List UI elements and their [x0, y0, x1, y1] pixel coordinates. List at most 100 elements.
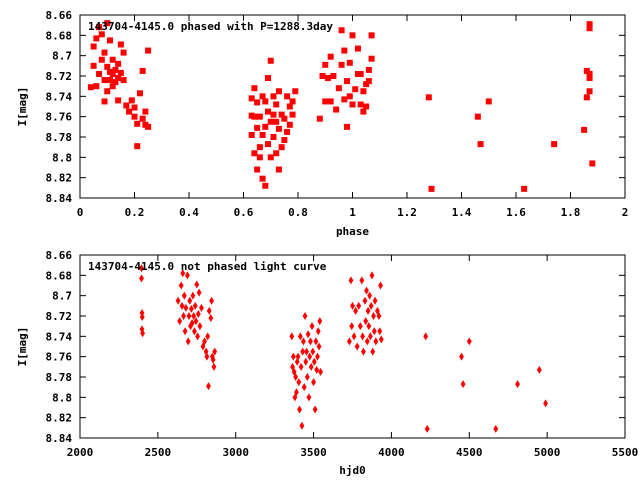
- data-point: [267, 154, 274, 161]
- y-tick-label: 8.7: [52, 290, 72, 303]
- data-point: [210, 355, 216, 364]
- data-point: [322, 61, 329, 68]
- data-point: [360, 108, 367, 115]
- chart-title: 143704-4145.0 not phased light curve: [88, 260, 327, 273]
- data-point: [190, 291, 196, 300]
- data-point: [294, 357, 300, 366]
- data-point: [195, 332, 200, 341]
- data-point: [286, 121, 293, 128]
- data-point: [281, 137, 288, 144]
- data-point: [298, 362, 304, 371]
- data-point: [296, 378, 302, 387]
- data-point: [362, 296, 368, 305]
- y-tick-label: 8.84: [46, 192, 73, 205]
- y-tick-label: 8.78: [46, 371, 73, 384]
- data-point: [112, 66, 119, 73]
- data-point: [206, 306, 212, 315]
- data-point: [101, 77, 108, 84]
- data-point: [317, 317, 323, 326]
- data-point: [366, 322, 372, 331]
- data-point: [589, 160, 596, 167]
- data-point: [200, 342, 206, 351]
- data-point: [586, 75, 593, 82]
- data-point: [521, 185, 528, 192]
- x-tick-label: 1.8: [561, 206, 581, 219]
- data-point: [202, 337, 207, 346]
- data-point: [177, 317, 183, 326]
- y-tick-label: 8.82: [46, 172, 73, 185]
- data-point: [254, 166, 261, 173]
- data-point: [131, 113, 138, 120]
- data-point: [262, 98, 269, 105]
- data-point: [270, 134, 277, 140]
- data-point: [315, 327, 321, 336]
- data-point: [134, 120, 141, 127]
- data-point: [357, 70, 364, 77]
- data-point: [140, 329, 145, 338]
- data-point: [193, 317, 199, 326]
- data-point: [187, 296, 193, 305]
- data-point: [363, 81, 370, 88]
- x-tick-label: 5500: [612, 446, 639, 459]
- data-point: [194, 280, 200, 289]
- data-point: [209, 296, 214, 305]
- y-tick-label: 8.68: [46, 29, 73, 42]
- data-point: [115, 97, 122, 104]
- data-point: [466, 337, 472, 346]
- y-axis-label: I[mag]: [16, 327, 29, 367]
- data-point: [273, 118, 280, 125]
- data-point: [195, 309, 201, 318]
- data-point: [368, 55, 375, 62]
- data-points: [139, 264, 548, 433]
- x-axis: 0 0.2 0.4 0.6 0.8 1 1.2 1.4 1.6 1.8 2: [77, 15, 628, 219]
- data-point: [361, 347, 366, 356]
- data-point: [254, 99, 261, 106]
- data-point: [139, 313, 145, 322]
- data-point: [378, 281, 383, 290]
- data-point: [180, 269, 186, 278]
- data-point: [275, 88, 282, 95]
- x-tick-label: 4500: [456, 446, 483, 459]
- data-point: [106, 37, 113, 44]
- data-point: [301, 337, 306, 346]
- data-point: [346, 337, 352, 346]
- y-axis: 8.66 8.68 8.7 8.72 8.74 8.76 8.78 8.8 8.82 8.84: [46, 9, 625, 205]
- data-point: [423, 332, 429, 341]
- data-point: [273, 150, 280, 157]
- data-point: [312, 405, 318, 414]
- x-tick-label: 0.6: [234, 206, 254, 219]
- data-point: [304, 347, 309, 356]
- data-point: [304, 373, 310, 381]
- data-point: [372, 296, 378, 305]
- data-point: [586, 21, 593, 28]
- data-point: [316, 115, 323, 122]
- data-point: [134, 143, 141, 150]
- data-point: [303, 357, 309, 366]
- data-point: [349, 322, 355, 331]
- data-point: [284, 93, 291, 100]
- x-tick-label: 3500: [300, 446, 327, 459]
- data-point: [145, 123, 152, 130]
- y-tick-label: 8.7: [52, 50, 72, 63]
- data-point: [123, 102, 130, 109]
- data-point: [315, 352, 320, 361]
- y-tick-label: 8.74: [46, 90, 73, 103]
- data-point: [117, 69, 124, 76]
- data-point: [98, 56, 105, 63]
- data-point: [586, 88, 593, 95]
- data-point: [314, 365, 320, 374]
- data-point: [204, 352, 210, 361]
- data-point: [270, 93, 277, 100]
- data-point: [344, 123, 351, 130]
- data-point: [259, 93, 266, 100]
- data-point: [101, 49, 108, 56]
- data-point: [306, 393, 312, 402]
- data-point: [175, 296, 181, 305]
- data-point: [485, 98, 492, 105]
- x-tick-label: 1.4: [452, 206, 472, 219]
- data-point: [262, 123, 269, 130]
- y-tick-label: 8.82: [46, 412, 73, 425]
- data-point: [368, 32, 375, 39]
- data-point: [477, 141, 484, 148]
- data-point: [197, 322, 203, 331]
